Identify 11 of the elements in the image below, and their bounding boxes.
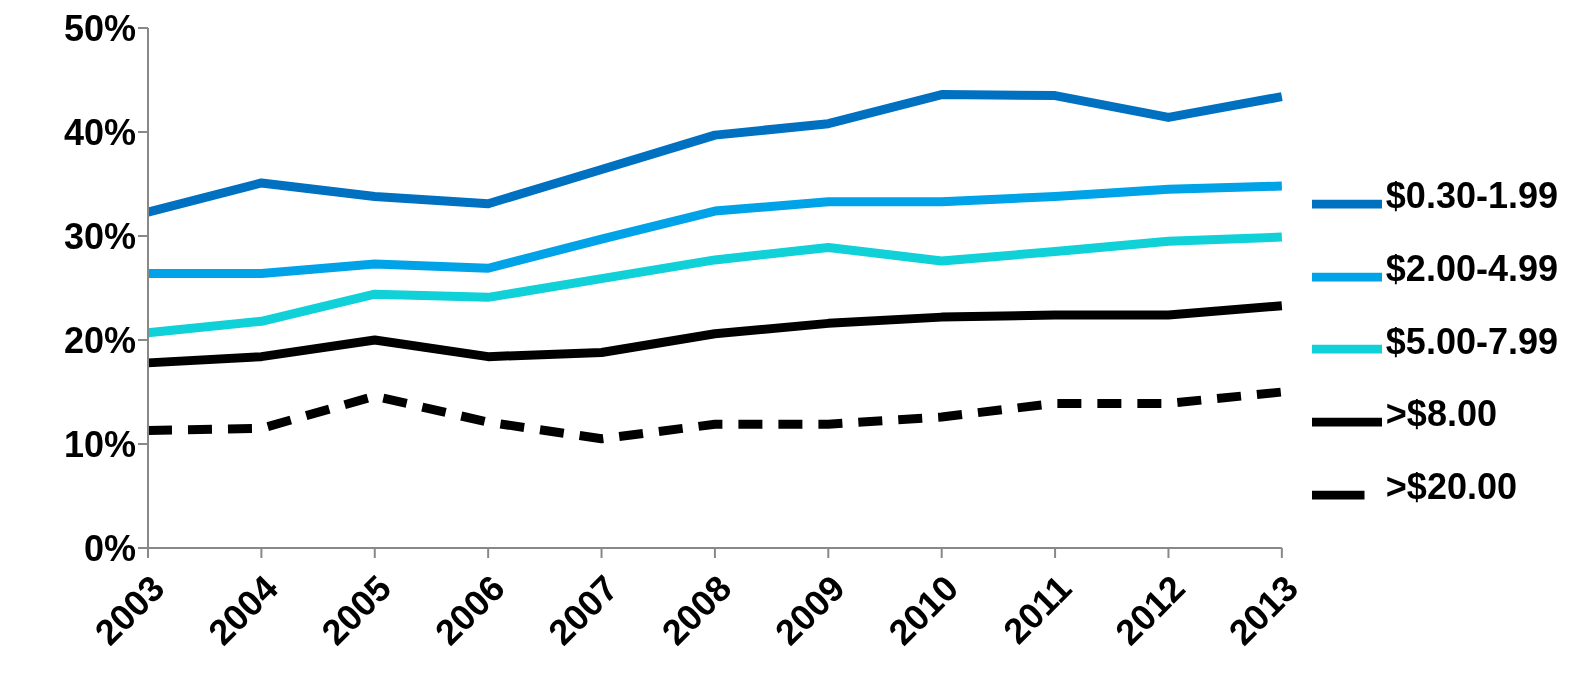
legend-label: $5.00-7.99 xyxy=(1385,320,1558,362)
y-tick-label: 10% xyxy=(63,423,136,465)
legend-label: >$20.00 xyxy=(1385,466,1517,508)
legend-label: >$8.00 xyxy=(1385,393,1497,435)
y-tick-label: 30% xyxy=(63,215,136,257)
y-tick-label: 40% xyxy=(63,111,136,153)
legend-label: $2.00-4.99 xyxy=(1385,247,1558,289)
y-tick-label: 50% xyxy=(63,7,136,49)
y-tick-label: 20% xyxy=(63,319,136,361)
legend-label: $0.30-1.99 xyxy=(1385,175,1558,217)
y-tick-label: 0% xyxy=(83,527,136,569)
